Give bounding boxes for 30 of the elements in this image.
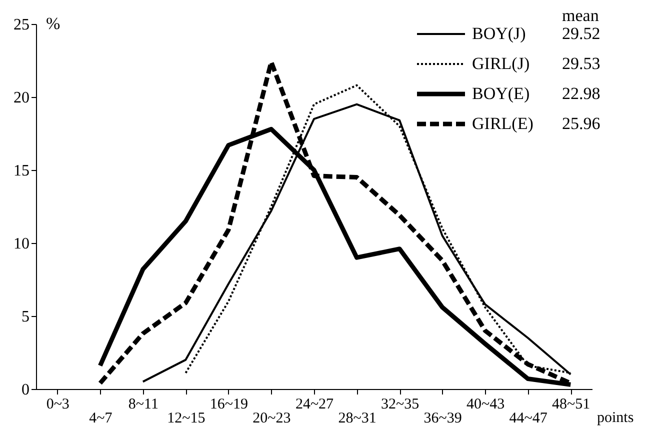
- annotation: 22.98: [562, 84, 600, 103]
- annotation: mean: [562, 6, 600, 25]
- y-tick-label: 0: [22, 382, 30, 398]
- annotation: 25.96: [562, 114, 600, 133]
- x-tick-label: 8~11: [128, 396, 158, 412]
- legend-label: BOY(J): [472, 24, 526, 43]
- y-axis-title: %: [46, 14, 60, 33]
- legend-label: GIRL(E): [472, 114, 534, 133]
- y-tick-label: 10: [14, 236, 30, 252]
- x-tick-label: 12~15: [167, 410, 206, 426]
- legend-label: BOY(E): [472, 84, 530, 103]
- x-tick-label: 48~51: [552, 396, 590, 412]
- y-tick-label: 20: [14, 90, 30, 106]
- annotation: 29.52: [562, 24, 600, 43]
- y-tick-label: 5: [22, 308, 30, 326]
- x-tick-label: 20~23: [252, 410, 291, 426]
- legend-label: GIRL(J): [472, 54, 530, 73]
- x-tick-label: 36~39: [424, 410, 462, 426]
- x-tick-label: 24~27: [295, 396, 334, 412]
- x-tick-label: 44~47: [509, 410, 548, 426]
- x-tick-label: 4~7: [89, 410, 113, 426]
- y-tick-label: 15: [14, 162, 30, 180]
- x-tick-label: 28~31: [338, 410, 376, 426]
- annotation: 29.53: [562, 54, 600, 73]
- y-tick-label: 25: [14, 16, 30, 34]
- x-tick-label: 16~19: [210, 396, 248, 412]
- x-tick-label: 32~35: [380, 396, 420, 412]
- x-axis-title: points: [597, 410, 634, 426]
- x-tick-label: 40~43: [466, 396, 505, 412]
- x-tick-label: 0~3: [46, 396, 70, 412]
